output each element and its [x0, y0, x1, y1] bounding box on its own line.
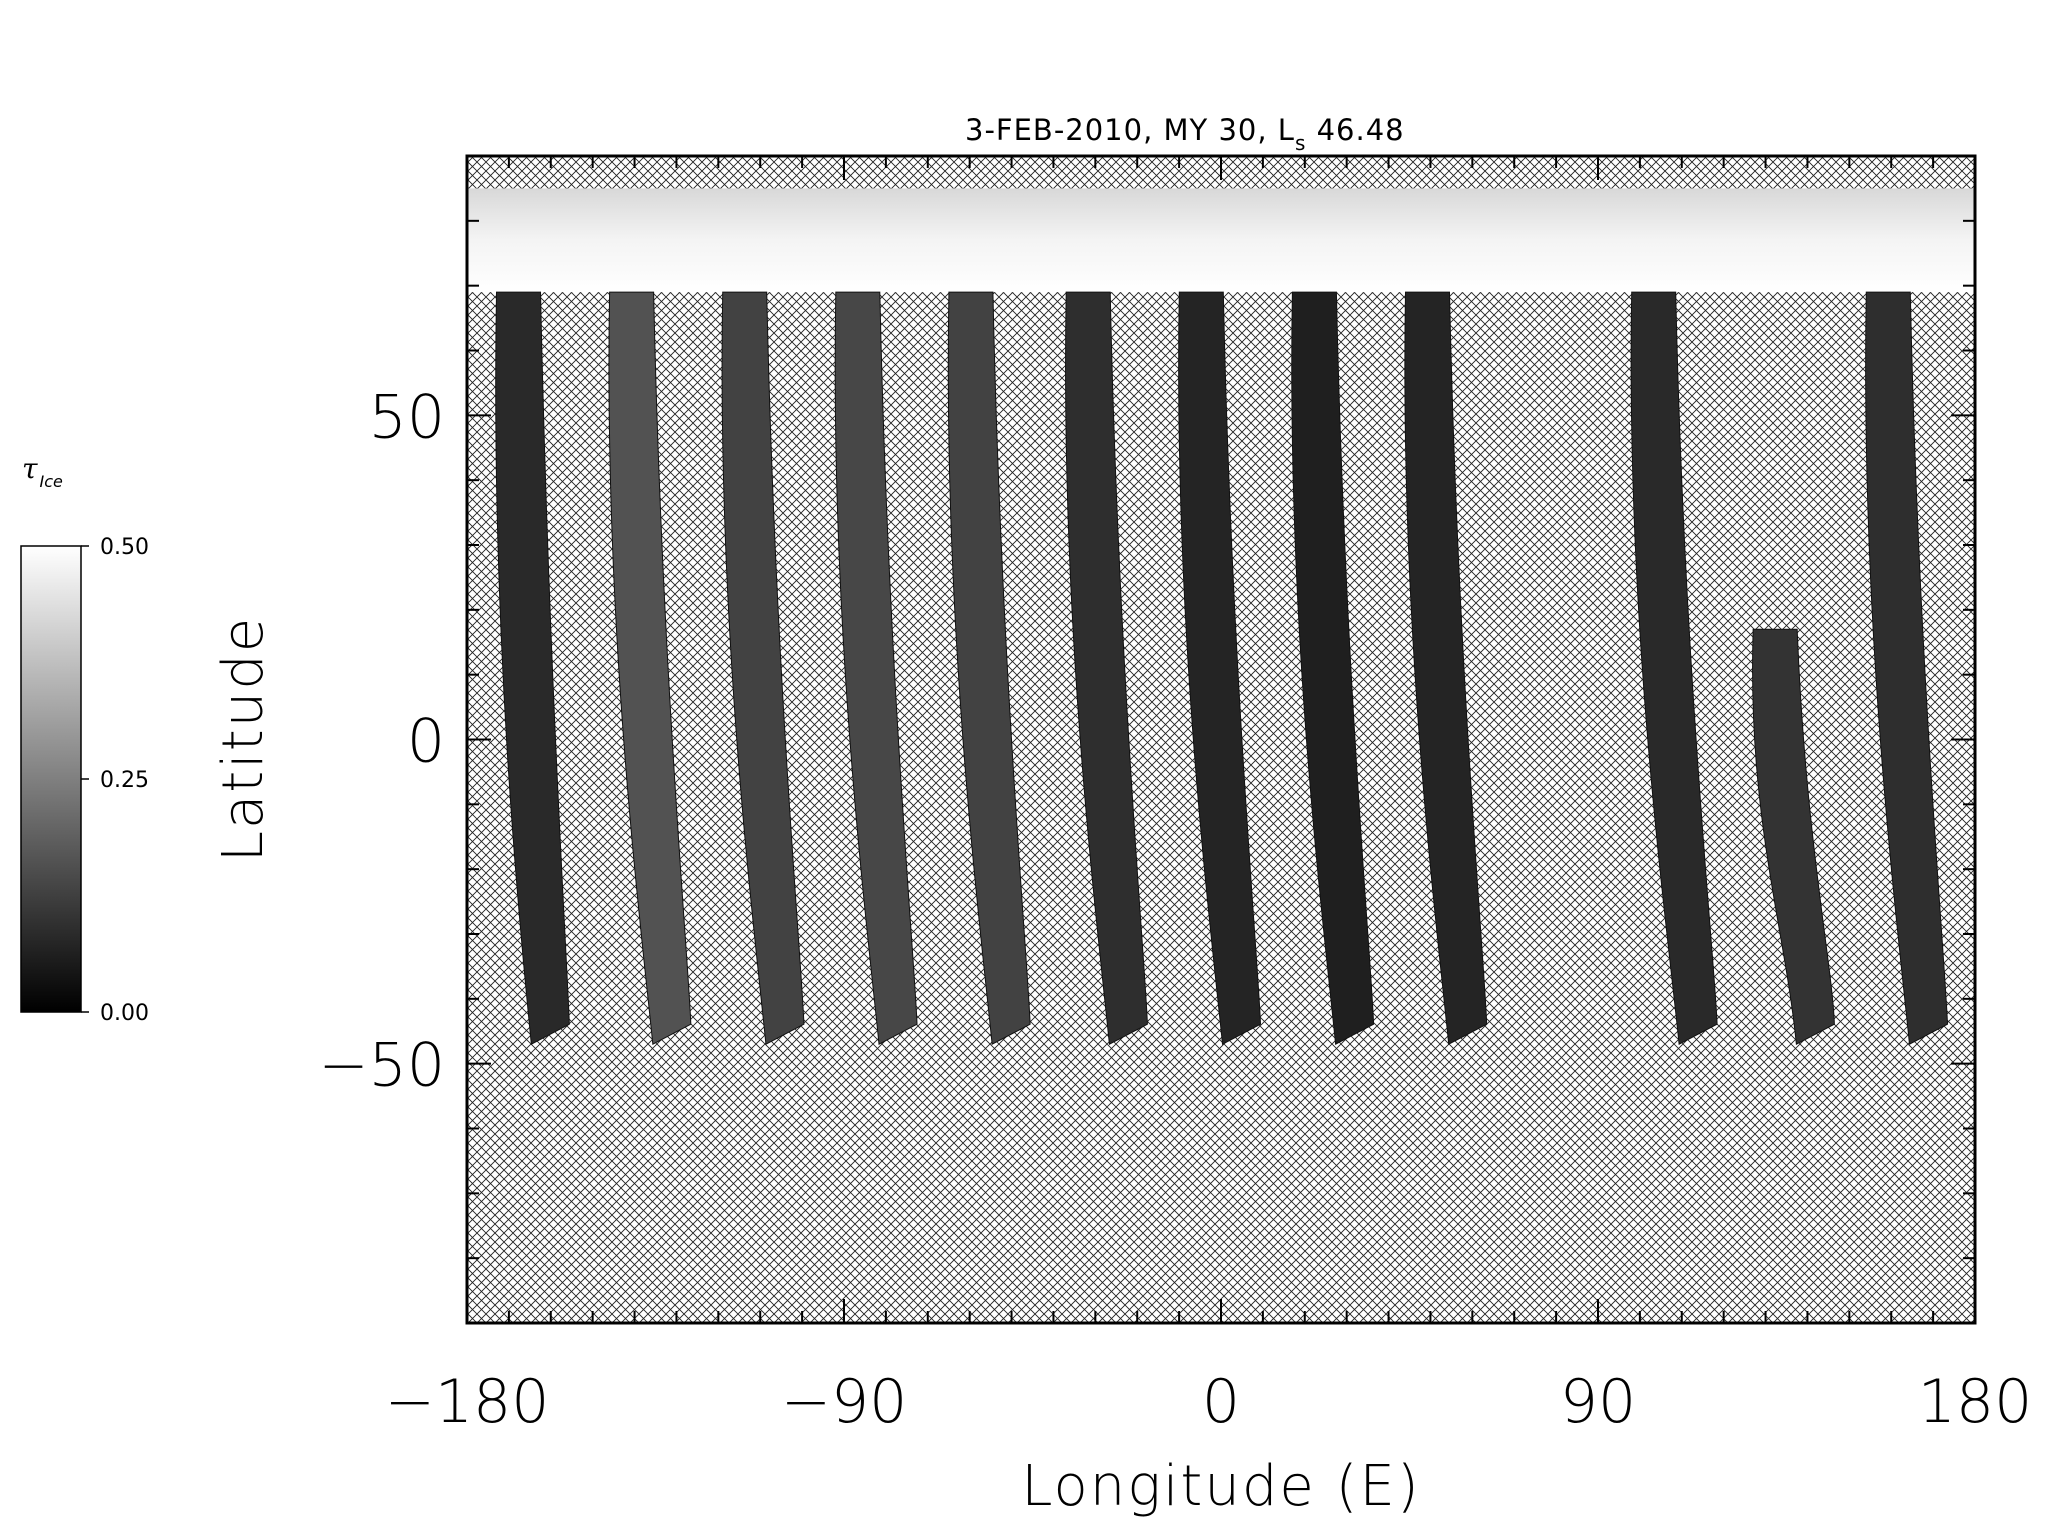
- orbit-swath: [1630, 291, 1718, 1046]
- colorbar-tick-label: 0.50: [100, 535, 149, 560]
- x-axis-title: Longitude (E): [1021, 1454, 1420, 1519]
- y-axis-title: Latitude: [211, 616, 276, 862]
- orbit-swath: [947, 291, 1031, 1046]
- map-layer: [467, 188, 1975, 1046]
- orbit-swath: [1065, 291, 1148, 1046]
- x-tick-label: 90: [1560, 1367, 1636, 1437]
- orbit-swath: [1865, 291, 1949, 1046]
- orbit-swath: [495, 291, 570, 1046]
- orbit-swath: [1752, 628, 1835, 1046]
- orbit-swath: [1178, 291, 1262, 1046]
- x-tick-label: −180: [385, 1367, 550, 1437]
- orbit-swath: [1291, 291, 1375, 1046]
- chart-title: 3-FEB-2010, MY 30, Ls 46.48: [965, 113, 1405, 155]
- colorbar-ticks: 0.50 0.25 0.00: [81, 535, 149, 1026]
- x-tick-label: −90: [781, 1367, 908, 1437]
- tick-marks: [466, 155, 1976, 1324]
- orbit-swath: [608, 291, 692, 1046]
- y-tick-label: 0: [407, 707, 445, 777]
- polar-ice-band: [467, 188, 1975, 293]
- tick-labels: −180 −90 0 90 180 50 0 −50: [318, 382, 2032, 1437]
- colorbar-gradient: [20, 545, 82, 1013]
- colorbar-tick-label: 0.25: [100, 768, 149, 793]
- orbit-swath: [1404, 291, 1488, 1046]
- orbit-swath: [834, 291, 918, 1046]
- orbit-swath: [721, 291, 805, 1046]
- colorbar-label: τ Ice: [22, 452, 63, 491]
- x-tick-label: 180: [1918, 1367, 2033, 1437]
- colorbar: τ Ice 0.50 0.25 0.00: [20, 452, 149, 1026]
- swath-group: [495, 291, 1949, 1046]
- x-tick-label: 0: [1202, 1367, 1240, 1437]
- colorbar-tick-label: 0.00: [100, 1001, 149, 1026]
- y-tick-label: −50: [318, 1031, 445, 1101]
- y-tick-label: 50: [369, 382, 445, 452]
